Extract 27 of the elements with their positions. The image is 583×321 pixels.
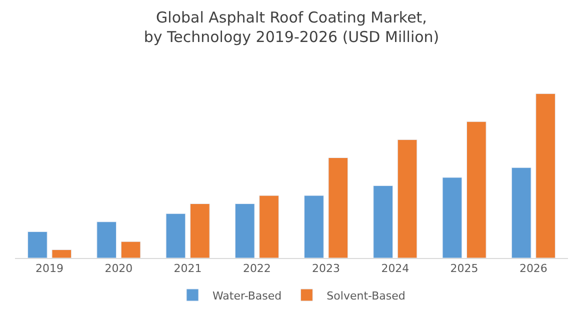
bar: [28, 231, 48, 258]
x-tick-label: 2021: [174, 262, 202, 276]
bar: [304, 195, 324, 258]
x-tick-label: 2024: [381, 262, 410, 276]
bar: [511, 167, 532, 258]
x-tick-label: 2025: [450, 262, 478, 276]
bar: [234, 204, 255, 258]
bar: [442, 177, 462, 258]
legend-label: Solvent-Based: [326, 289, 406, 302]
bar: [373, 185, 394, 258]
legend-label: Water-Based: [212, 289, 282, 302]
bar: [397, 139, 418, 258]
x-tick-label: 2019: [36, 262, 64, 276]
chart-title: Global Asphalt Roof Coating Market, by Technology 2019-2026 (USD Million): [144, 8, 440, 46]
bar: [536, 93, 556, 258]
bar: [96, 222, 117, 258]
bar: [190, 204, 210, 258]
bar: [259, 195, 279, 258]
bar: [328, 158, 348, 258]
bar: [120, 241, 141, 258]
x-tick-label: 2020: [104, 262, 133, 276]
x-tick-label: 2023: [312, 262, 340, 276]
x-tick-label: 2026: [519, 262, 548, 276]
bar: [52, 250, 72, 258]
bar: [466, 121, 486, 258]
x-tick-label: 2022: [242, 262, 271, 276]
bar: [166, 213, 186, 258]
